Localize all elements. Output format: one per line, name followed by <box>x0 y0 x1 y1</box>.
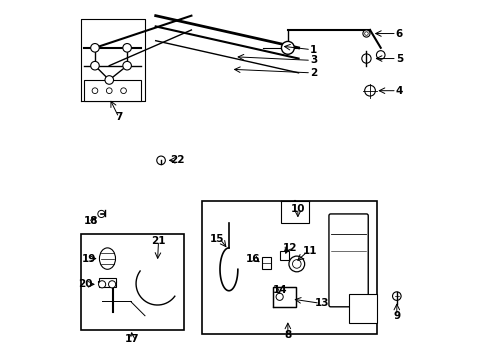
Text: 13: 13 <box>315 298 330 308</box>
Ellipse shape <box>99 248 116 269</box>
Circle shape <box>123 44 131 52</box>
FancyBboxPatch shape <box>81 234 184 330</box>
Text: 1: 1 <box>310 45 317 55</box>
Text: 17: 17 <box>124 334 139 344</box>
Text: 6: 6 <box>396 28 403 39</box>
Circle shape <box>123 62 131 70</box>
Circle shape <box>392 292 401 300</box>
Circle shape <box>109 281 116 288</box>
Text: 22: 22 <box>171 156 185 165</box>
Text: 14: 14 <box>272 285 287 295</box>
Text: 12: 12 <box>283 243 297 253</box>
Bar <box>281 202 309 223</box>
Bar <box>273 287 296 307</box>
Text: 11: 11 <box>303 247 317 256</box>
Circle shape <box>365 85 375 96</box>
Bar <box>348 294 377 323</box>
Text: 9: 9 <box>393 311 400 321</box>
Bar <box>98 278 117 287</box>
Circle shape <box>92 88 98 94</box>
Text: 3: 3 <box>310 55 317 65</box>
Text: 4: 4 <box>395 86 403 96</box>
Bar <box>84 80 142 102</box>
Bar <box>280 251 289 260</box>
Circle shape <box>157 156 165 165</box>
Circle shape <box>91 62 99 70</box>
Circle shape <box>105 76 114 84</box>
Circle shape <box>106 88 112 94</box>
Text: 2: 2 <box>310 68 317 78</box>
Text: 7: 7 <box>115 112 122 122</box>
Text: 21: 21 <box>151 236 166 246</box>
Text: 8: 8 <box>284 330 292 341</box>
Text: 20: 20 <box>78 279 93 289</box>
Circle shape <box>362 54 371 63</box>
Circle shape <box>365 32 368 35</box>
Text: 18: 18 <box>83 216 98 226</box>
Text: 19: 19 <box>82 253 96 264</box>
Text: 5: 5 <box>396 54 403 64</box>
Bar <box>262 257 271 269</box>
Polygon shape <box>81 19 145 102</box>
Circle shape <box>363 30 370 37</box>
FancyBboxPatch shape <box>329 214 368 307</box>
Text: 16: 16 <box>246 254 261 264</box>
Circle shape <box>293 260 301 268</box>
Circle shape <box>91 44 99 52</box>
FancyBboxPatch shape <box>202 202 377 334</box>
Circle shape <box>98 281 106 288</box>
Circle shape <box>98 210 105 217</box>
Text: 15: 15 <box>210 234 225 244</box>
Circle shape <box>121 88 126 94</box>
Circle shape <box>289 256 305 272</box>
Text: 10: 10 <box>291 203 305 213</box>
Circle shape <box>281 41 294 54</box>
Circle shape <box>376 51 385 59</box>
Circle shape <box>276 293 283 300</box>
